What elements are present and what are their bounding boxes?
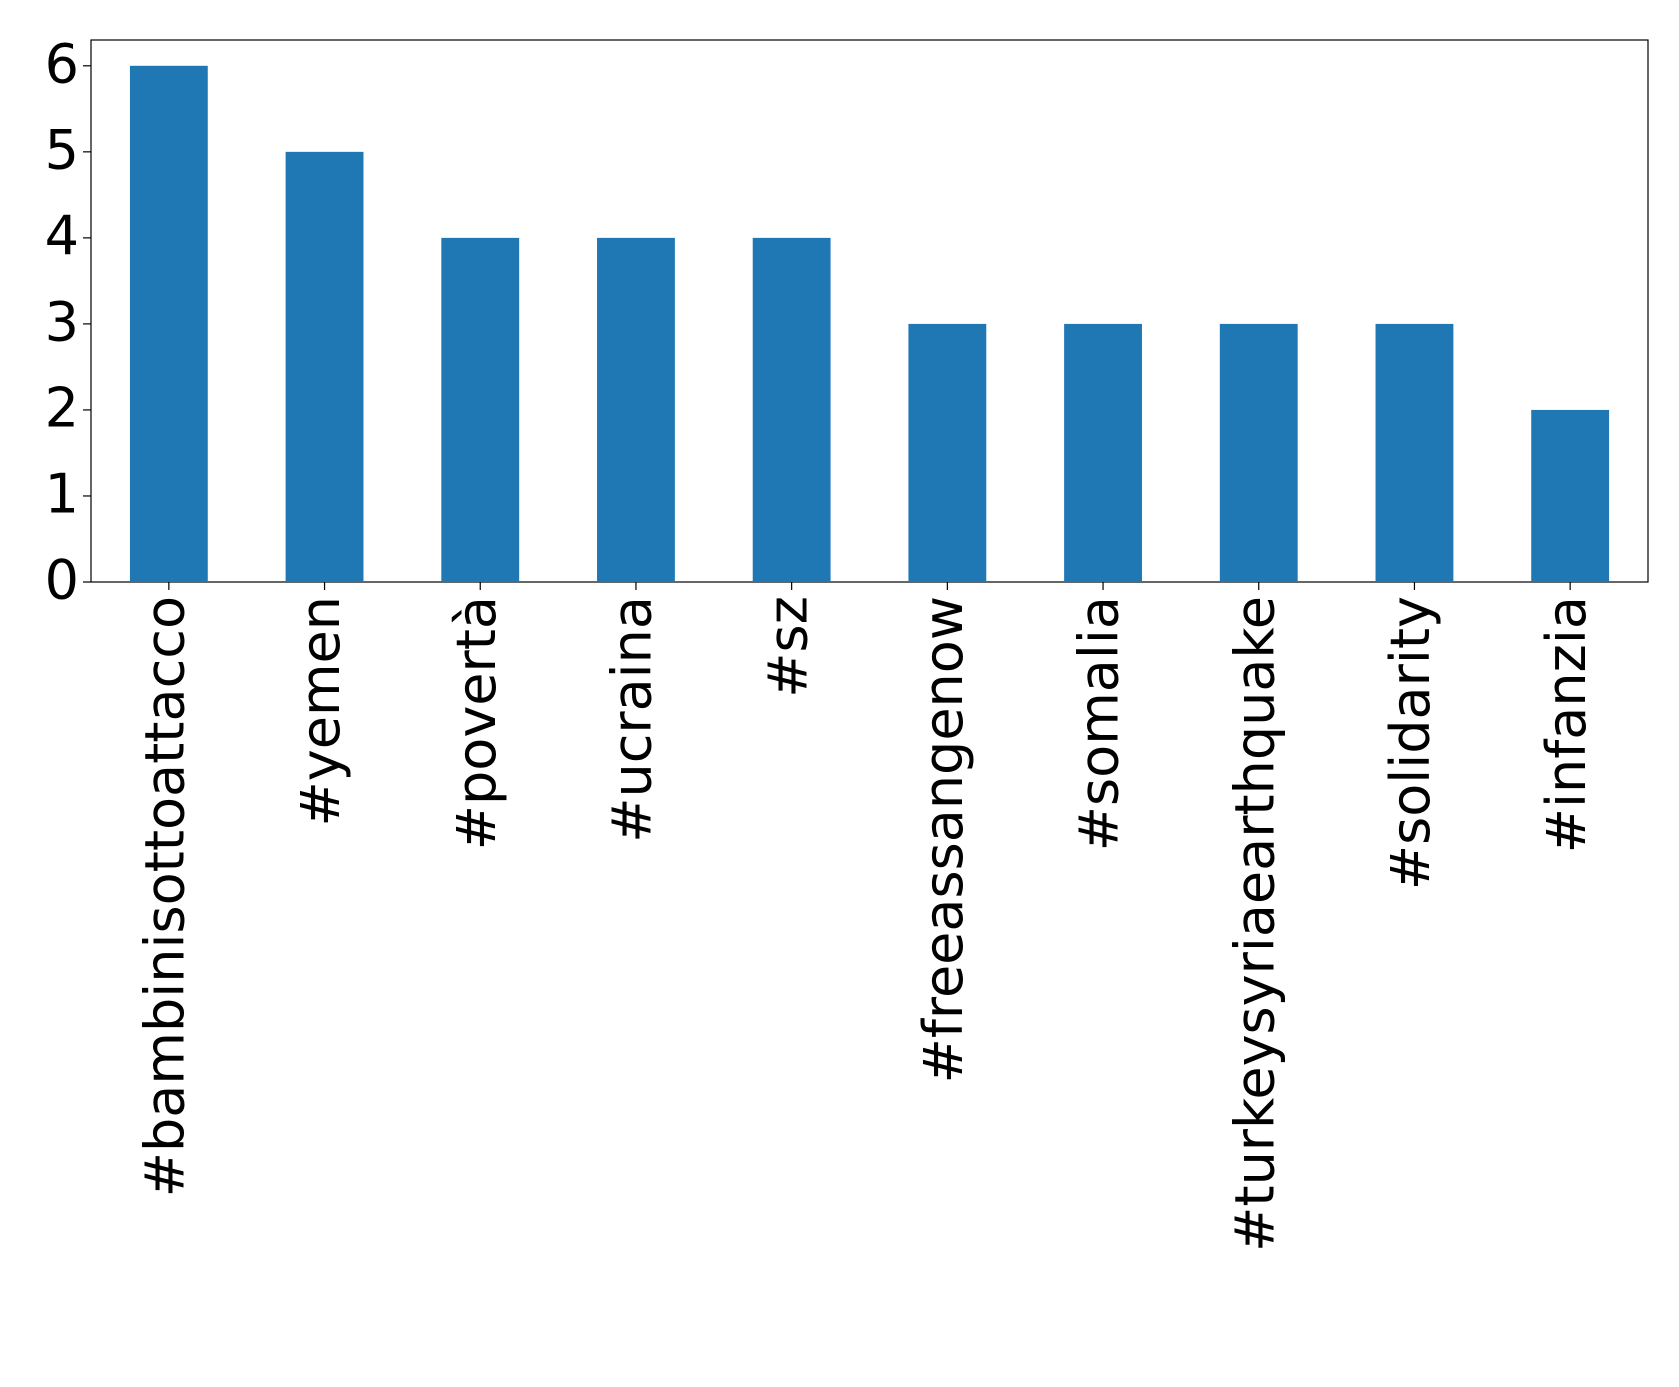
x-tick-label: #povertà [445, 596, 508, 850]
x-tick-label: #somalia [1068, 596, 1131, 851]
y-tick-label: 4 [45, 205, 79, 268]
bar [129, 65, 208, 583]
bar [597, 237, 675, 582]
x-tick-label: #bambinisottoattacco [133, 596, 196, 1197]
y-tick-label: 5 [45, 118, 79, 181]
x-tick-label: #sz [756, 596, 819, 698]
bar [908, 323, 987, 582]
plot-frame [90, 39, 1649, 583]
y-tick-label: 2 [45, 377, 79, 440]
y-tick-label: 3 [45, 291, 79, 354]
bar [285, 151, 364, 583]
bar [441, 237, 520, 582]
y-tick-label: 1 [45, 463, 79, 526]
y-tick-label: 0 [45, 549, 79, 612]
bar [1375, 323, 1454, 582]
y-tick-label: 6 [45, 32, 79, 95]
bar [1531, 409, 1610, 582]
bar [752, 237, 831, 582]
x-tick-label: #ucraina [601, 596, 664, 843]
x-tick-label: #solidarity [1379, 596, 1442, 890]
bar [1064, 323, 1142, 582]
x-tick-label: #freeassangenow [912, 596, 975, 1083]
x-tick-label: #turkeysyriaearthquake [1223, 596, 1286, 1252]
x-tick-label: #yemen [289, 596, 352, 826]
bar [1219, 323, 1298, 582]
x-tick-label: #infanzia [1535, 596, 1598, 853]
